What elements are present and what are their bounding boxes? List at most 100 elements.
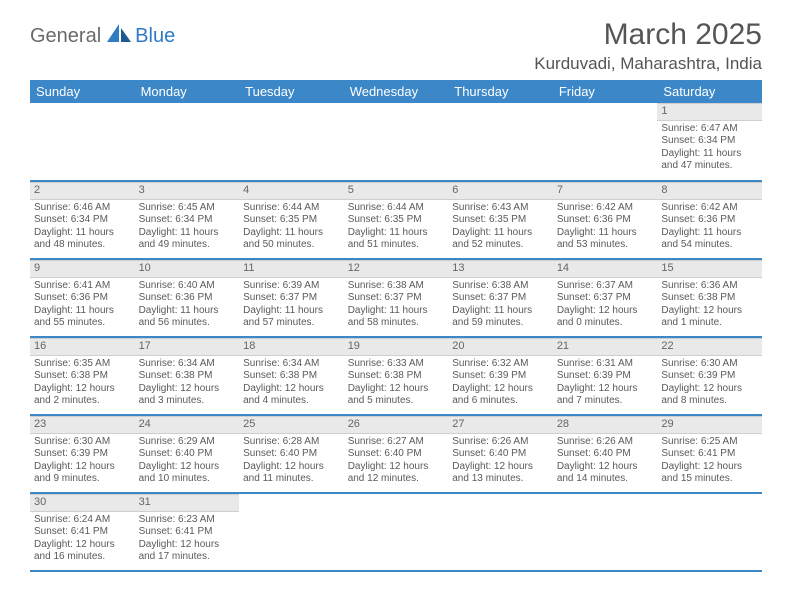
detail-line: Sunrise: 6:28 AM: [243, 436, 340, 449]
detail-line: Daylight: 11 hours: [34, 227, 131, 240]
detail-line: and 5 minutes.: [348, 395, 445, 408]
detail-line: and 57 minutes.: [243, 317, 340, 330]
calendar-cell: 3Sunrise: 6:45 AMSunset: 6:34 PMDaylight…: [135, 181, 240, 259]
brand-part1: General: [30, 25, 101, 48]
day-number: 21: [553, 338, 658, 356]
calendar-cell: 11Sunrise: 6:39 AMSunset: 6:37 PMDayligh…: [239, 259, 344, 337]
detail-line: Sunrise: 6:34 AM: [243, 358, 340, 371]
detail-line: Daylight: 12 hours: [557, 305, 654, 318]
detail-line: Sunset: 6:41 PM: [661, 448, 758, 461]
day-number: 9: [30, 260, 135, 278]
day-number: 19: [344, 338, 449, 356]
detail-line: Sunrise: 6:38 AM: [348, 280, 445, 293]
detail-line: Sunset: 6:41 PM: [139, 526, 236, 539]
calendar-cell: [344, 493, 449, 571]
detail-line: Sunrise: 6:39 AM: [243, 280, 340, 293]
detail-line: and 3 minutes.: [139, 395, 236, 408]
calendar-row: 23Sunrise: 6:30 AMSunset: 6:39 PMDayligh…: [30, 415, 762, 493]
calendar-cell: 31Sunrise: 6:23 AMSunset: 6:41 PMDayligh…: [135, 493, 240, 571]
calendar-head: SundayMondayTuesdayWednesdayThursdayFrid…: [30, 80, 762, 103]
detail-line: Sunset: 6:34 PM: [139, 214, 236, 227]
detail-line: Sunset: 6:38 PM: [243, 370, 340, 383]
day-detail: Sunrise: 6:45 AMSunset: 6:34 PMDaylight:…: [135, 200, 240, 256]
day-detail: Sunrise: 6:24 AMSunset: 6:41 PMDaylight:…: [30, 512, 135, 568]
detail-line: Sunset: 6:38 PM: [139, 370, 236, 383]
detail-line: Sunrise: 6:44 AM: [243, 202, 340, 215]
detail-line: Sunrise: 6:24 AM: [34, 514, 131, 527]
day-detail: Sunrise: 6:30 AMSunset: 6:39 PMDaylight:…: [30, 434, 135, 490]
day-number: 14: [553, 260, 658, 278]
detail-line: and 54 minutes.: [661, 239, 758, 252]
brand-logo: General Blue: [30, 24, 175, 49]
detail-line: and 51 minutes.: [348, 239, 445, 252]
detail-line: Sunset: 6:38 PM: [348, 370, 445, 383]
detail-line: Sunrise: 6:23 AM: [139, 514, 236, 527]
detail-line: Daylight: 12 hours: [557, 461, 654, 474]
detail-line: Daylight: 12 hours: [557, 383, 654, 396]
calendar-cell: 4Sunrise: 6:44 AMSunset: 6:35 PMDaylight…: [239, 181, 344, 259]
calendar-cell: [344, 103, 449, 181]
detail-line: Daylight: 11 hours: [557, 227, 654, 240]
detail-line: Sunset: 6:37 PM: [243, 292, 340, 305]
day-number: 18: [239, 338, 344, 356]
calendar-cell: [30, 103, 135, 181]
day-detail: Sunrise: 6:23 AMSunset: 6:41 PMDaylight:…: [135, 512, 240, 568]
day-header: Sunday: [30, 80, 135, 103]
detail-line: and 4 minutes.: [243, 395, 340, 408]
detail-line: Sunset: 6:35 PM: [348, 214, 445, 227]
detail-line: and 13 minutes.: [452, 473, 549, 486]
calendar-cell: 6Sunrise: 6:43 AMSunset: 6:35 PMDaylight…: [448, 181, 553, 259]
detail-line: and 58 minutes.: [348, 317, 445, 330]
detail-line: Sunrise: 6:47 AM: [661, 123, 758, 136]
day-detail: Sunrise: 6:33 AMSunset: 6:38 PMDaylight:…: [344, 356, 449, 412]
calendar-row: 16Sunrise: 6:35 AMSunset: 6:38 PMDayligh…: [30, 337, 762, 415]
day-number: 2: [30, 182, 135, 200]
calendar-cell: 7Sunrise: 6:42 AMSunset: 6:36 PMDaylight…: [553, 181, 658, 259]
calendar-row: 9Sunrise: 6:41 AMSunset: 6:36 PMDaylight…: [30, 259, 762, 337]
detail-line: and 52 minutes.: [452, 239, 549, 252]
detail-line: Daylight: 11 hours: [348, 227, 445, 240]
detail-line: Sunrise: 6:31 AM: [557, 358, 654, 371]
day-detail: Sunrise: 6:43 AMSunset: 6:35 PMDaylight:…: [448, 200, 553, 256]
detail-line: Sunrise: 6:42 AM: [557, 202, 654, 215]
detail-line: Sunset: 6:34 PM: [661, 135, 758, 148]
calendar-cell: [239, 103, 344, 181]
day-number: 25: [239, 416, 344, 434]
day-detail: Sunrise: 6:35 AMSunset: 6:38 PMDaylight:…: [30, 356, 135, 412]
detail-line: Sunrise: 6:35 AM: [34, 358, 131, 371]
detail-line: Daylight: 12 hours: [348, 461, 445, 474]
detail-line: Sunset: 6:37 PM: [452, 292, 549, 305]
detail-line: Sunrise: 6:30 AM: [661, 358, 758, 371]
detail-line: Sunset: 6:39 PM: [661, 370, 758, 383]
calendar-cell: 22Sunrise: 6:30 AMSunset: 6:39 PMDayligh…: [657, 337, 762, 415]
calendar-cell: 23Sunrise: 6:30 AMSunset: 6:39 PMDayligh…: [30, 415, 135, 493]
detail-line: Sunrise: 6:34 AM: [139, 358, 236, 371]
day-number: 15: [657, 260, 762, 278]
detail-line: Sunset: 6:40 PM: [348, 448, 445, 461]
calendar-cell: [448, 493, 553, 571]
detail-line: and 7 minutes.: [557, 395, 654, 408]
detail-line: Sunrise: 6:27 AM: [348, 436, 445, 449]
day-detail: Sunrise: 6:27 AMSunset: 6:40 PMDaylight:…: [344, 434, 449, 490]
detail-line: Sunrise: 6:41 AM: [34, 280, 131, 293]
detail-line: Sunset: 6:34 PM: [34, 214, 131, 227]
detail-line: Daylight: 12 hours: [139, 383, 236, 396]
calendar-cell: 25Sunrise: 6:28 AMSunset: 6:40 PMDayligh…: [239, 415, 344, 493]
detail-line: Daylight: 12 hours: [34, 539, 131, 552]
day-detail: Sunrise: 6:46 AMSunset: 6:34 PMDaylight:…: [30, 200, 135, 256]
day-detail: Sunrise: 6:41 AMSunset: 6:36 PMDaylight:…: [30, 278, 135, 334]
day-number: 12: [344, 260, 449, 278]
day-detail: Sunrise: 6:42 AMSunset: 6:36 PMDaylight:…: [657, 200, 762, 256]
detail-line: Sunset: 6:36 PM: [661, 214, 758, 227]
detail-line: Sunrise: 6:45 AM: [139, 202, 236, 215]
detail-line: and 55 minutes.: [34, 317, 131, 330]
calendar-cell: 15Sunrise: 6:36 AMSunset: 6:38 PMDayligh…: [657, 259, 762, 337]
calendar-row: 2Sunrise: 6:46 AMSunset: 6:34 PMDaylight…: [30, 181, 762, 259]
day-number: 1: [657, 103, 762, 121]
detail-line: and 16 minutes.: [34, 551, 131, 564]
detail-line: Sunset: 6:38 PM: [661, 292, 758, 305]
day-detail: Sunrise: 6:28 AMSunset: 6:40 PMDaylight:…: [239, 434, 344, 490]
detail-line: Daylight: 12 hours: [34, 461, 131, 474]
calendar-cell: 14Sunrise: 6:37 AMSunset: 6:37 PMDayligh…: [553, 259, 658, 337]
calendar-cell: 17Sunrise: 6:34 AMSunset: 6:38 PMDayligh…: [135, 337, 240, 415]
